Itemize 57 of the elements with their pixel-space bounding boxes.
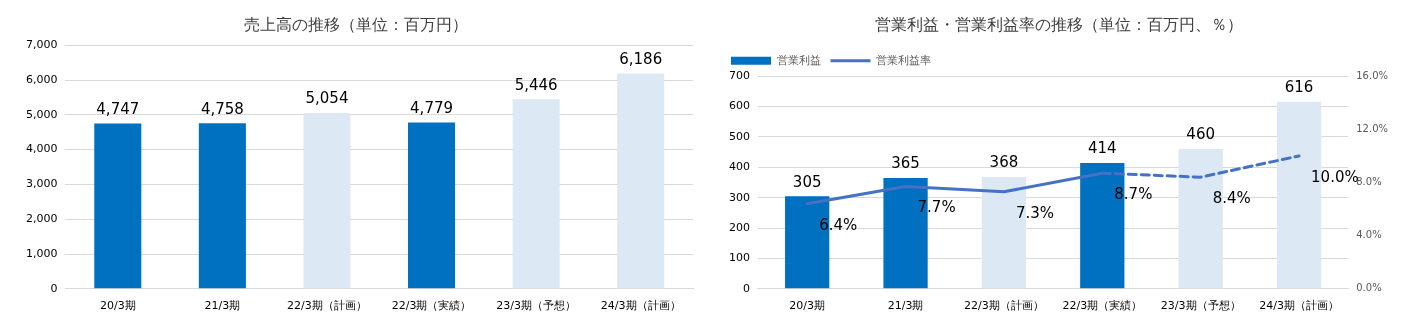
chart-title: 売上高の推移（単位：百万円） — [243, 14, 468, 34]
data-label: 4,747 — [96, 100, 140, 118]
y-tick-label: 0 — [743, 281, 750, 295]
y-tick-label: 200 — [729, 220, 750, 234]
data-label: 7.3% — [1015, 203, 1055, 222]
y-tick-label: 400 — [729, 160, 750, 174]
y-tick-label: 2,000 — [25, 212, 58, 226]
y2-tick-label: 12.0% — [1356, 122, 1389, 134]
data-label: 5,446 — [514, 75, 558, 94]
bar — [94, 123, 142, 289]
y2-tick-label: 8.0% — [1356, 176, 1382, 188]
x-tick-label: 21/3期 — [204, 299, 241, 313]
bar — [617, 73, 665, 289]
y-tick-label: 7,000 — [25, 38, 58, 52]
x-tick-label: 22/3期（計画） — [287, 299, 367, 313]
y-tick-label: 100 — [729, 251, 750, 265]
y-tick-label: 3,000 — [25, 177, 58, 191]
data-label: 8.4% — [1212, 189, 1251, 208]
y-tick-label: 700 — [729, 69, 750, 83]
data-label: 5,054 — [305, 89, 349, 108]
y-tick-label: 1,000 — [25, 246, 58, 260]
chart-title: 営業利益・営業利益率の推移（単位：百万円、％） — [874, 14, 1243, 34]
data-label: 6,186 — [619, 49, 663, 68]
x-tick-label: 22/3期（実績） — [1062, 299, 1143, 313]
legend-label: 営業利益 — [776, 53, 821, 67]
x-tick-label: 22/3期（実績） — [391, 299, 472, 313]
data-label: 460 — [1186, 125, 1215, 144]
x-tick-label: 24/3期（計画） — [1259, 299, 1339, 313]
bar — [198, 123, 246, 289]
x-tick-label: 20/3期 — [789, 299, 826, 313]
x-tick-label: 23/3期（予想） — [1160, 299, 1241, 313]
y-tick-label: 600 — [729, 99, 750, 113]
y-tick-label: 0 — [50, 281, 58, 295]
data-label: 4,779 — [410, 98, 454, 117]
bar — [512, 99, 560, 289]
data-label: 365 — [891, 154, 920, 173]
x-tick-label: 23/3期（予想） — [496, 299, 576, 313]
y-tick-label: 6,000 — [25, 72, 58, 86]
data-label: 414 — [1087, 139, 1117, 158]
y2-tick-label: 4.0% — [1356, 229, 1382, 241]
x-tick-label: 22/3期（計画） — [964, 299, 1044, 313]
data-label: 305 — [792, 172, 822, 191]
data-label: 616 — [1284, 78, 1314, 97]
data-label: 368 — [989, 153, 1019, 172]
y-tick-label: 300 — [729, 190, 750, 204]
bar — [303, 112, 351, 289]
x-tick-label: 20/3期 — [99, 299, 136, 313]
bar — [408, 122, 456, 289]
x-tick-label: 24/3期（計画） — [600, 299, 681, 313]
y2-tick-label: 16.0% — [1356, 69, 1389, 81]
y-tick-label: 4,000 — [25, 142, 58, 156]
x-tick-label: 21/3期 — [887, 299, 924, 313]
data-label: 4,758 — [200, 99, 244, 118]
legend-label: 営業利益率 — [876, 53, 931, 67]
y-tick-label: 5,000 — [25, 107, 58, 121]
y-tick-label: 500 — [729, 129, 750, 143]
y2-tick-label: 0.0% — [1356, 282, 1382, 294]
